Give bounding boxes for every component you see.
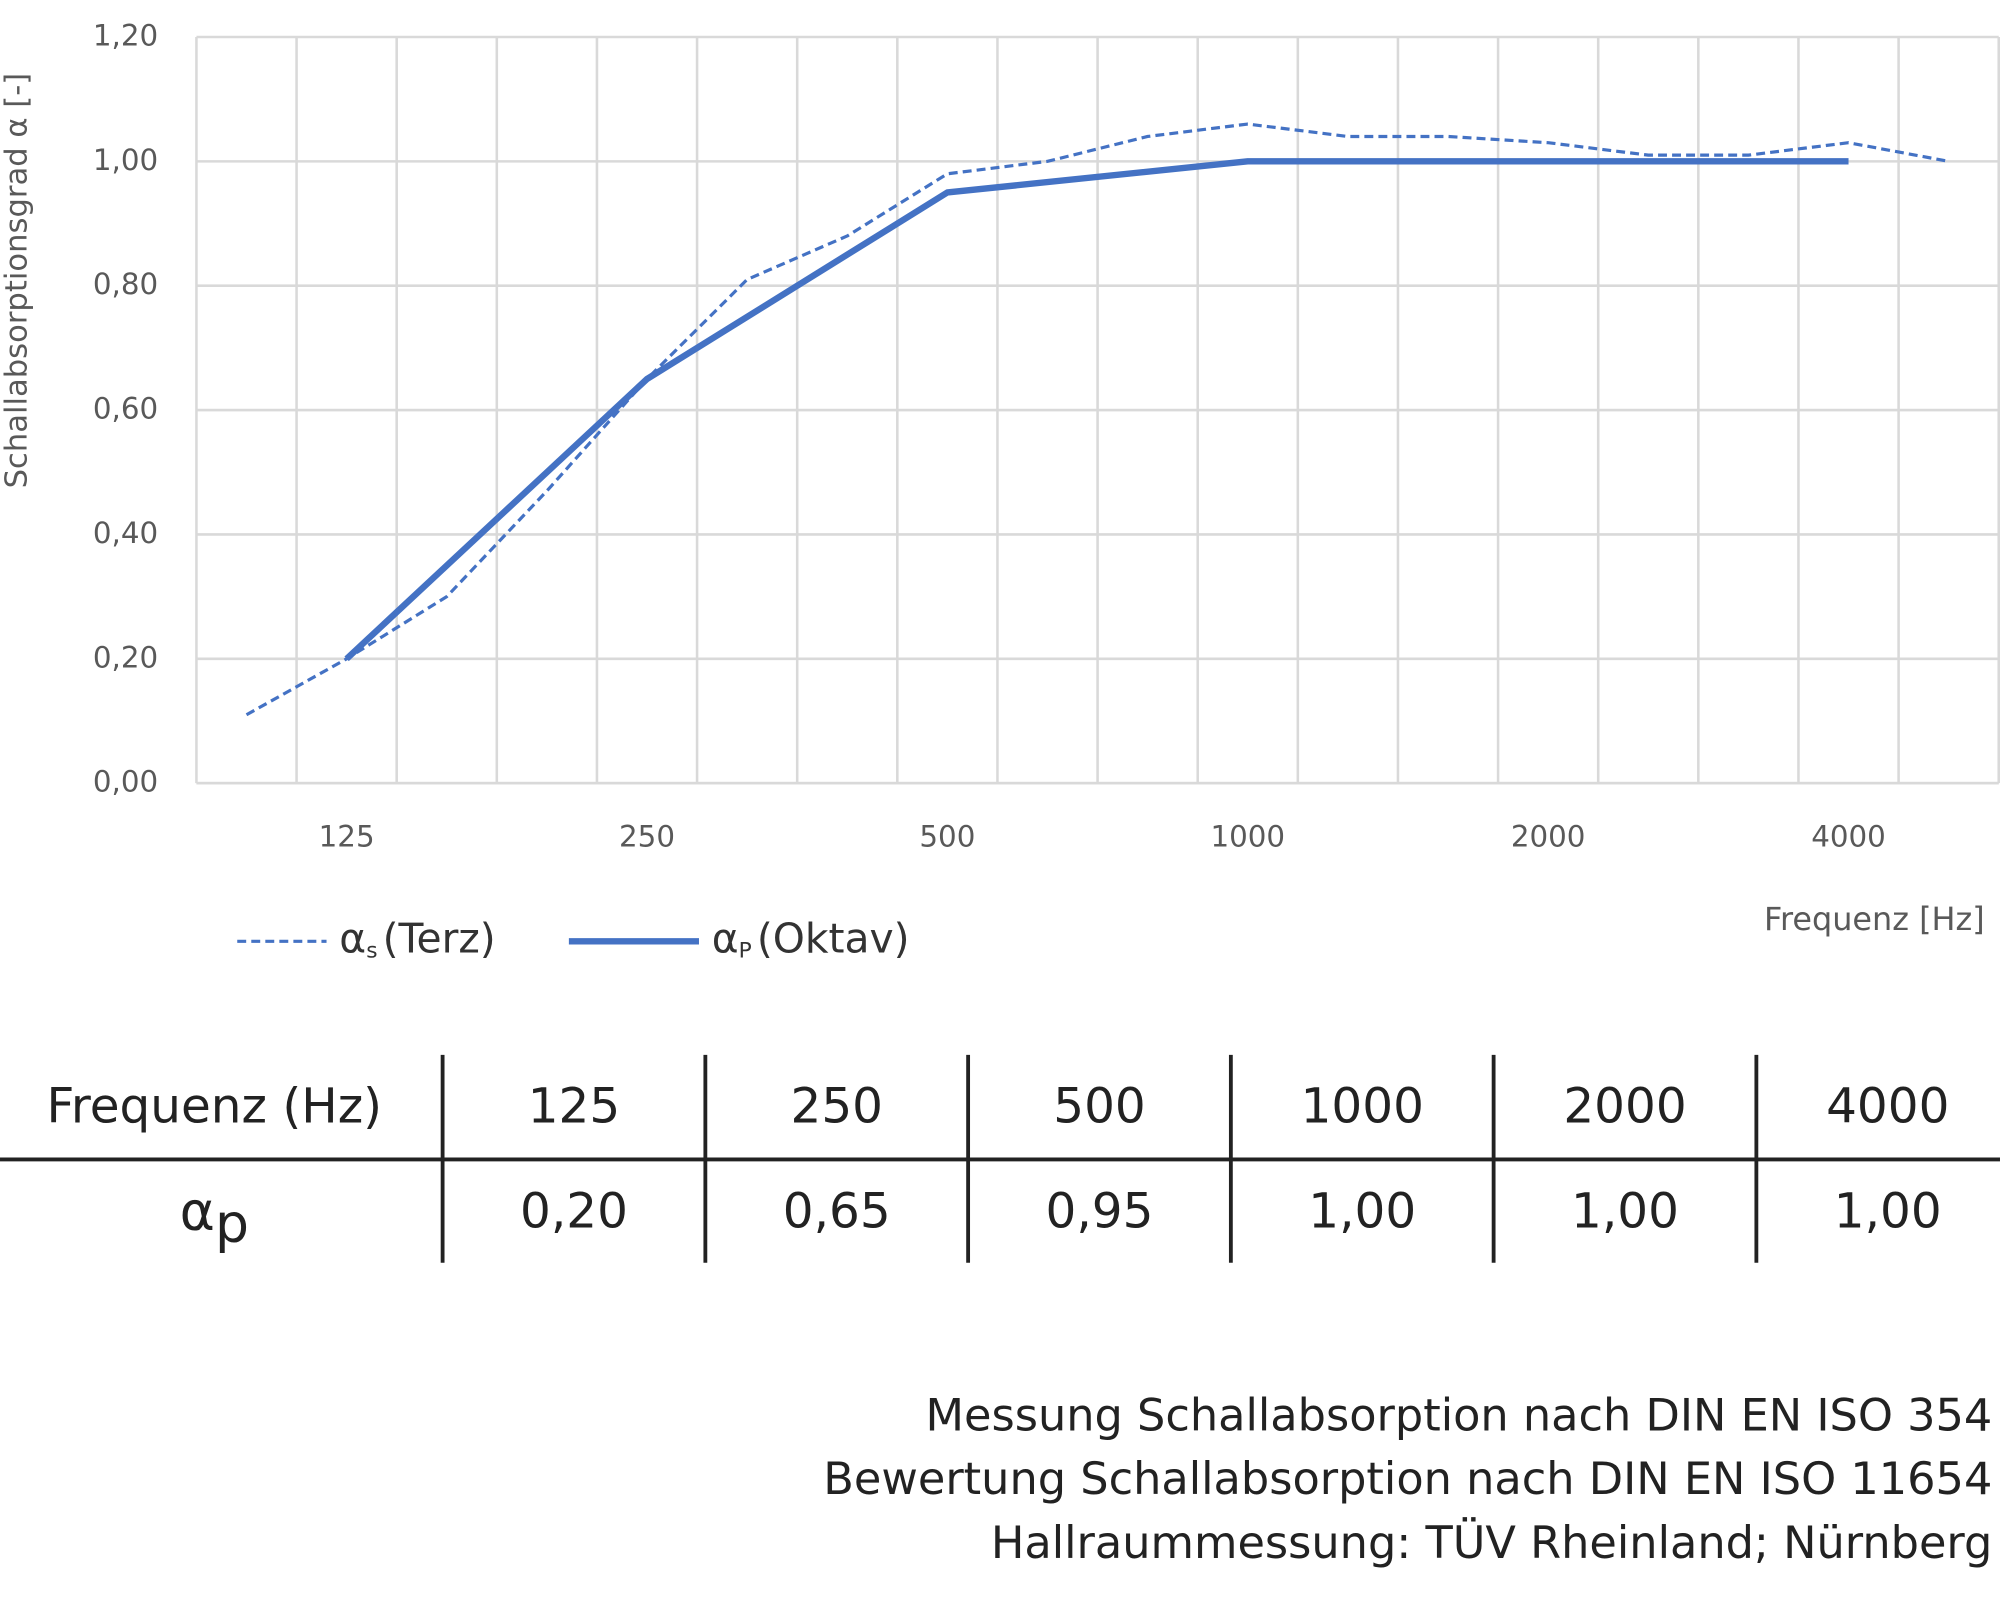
x-tick-label: 250 [619, 820, 675, 854]
y-tick-label: 0,40 [93, 516, 158, 550]
legend-name: (Terz) [383, 914, 496, 962]
legend-label: αP (Oktav) [712, 914, 910, 963]
y-tick-label: 0,00 [93, 765, 158, 799]
y-tick-label: 1,20 [93, 18, 158, 52]
x-tick-label: 4000 [1811, 820, 1886, 854]
table-header: Frequenz (Hz) [47, 1079, 383, 1135]
table-header: 1000 [1301, 1079, 1424, 1135]
legend-symbol: α [712, 914, 739, 962]
table-cell: 1,00 [1571, 1183, 1679, 1239]
note: Messung Schallabsorption nach DIN EN ISO… [925, 1389, 1992, 1441]
y-tick-label: 0,60 [93, 392, 158, 426]
table-cell: 0,65 [783, 1183, 891, 1239]
y-axis-label: Schallabsorptionsgrad α [-] [0, 73, 34, 489]
series-line [245, 122, 1949, 717]
legend-subscript: s [366, 939, 377, 964]
x-tick-label: 125 [319, 820, 375, 854]
x-tick-label: 2000 [1511, 820, 1586, 854]
table-row-label: αp [180, 1179, 249, 1255]
table-cell: 1,00 [1308, 1183, 1416, 1239]
table-header: 2000 [1563, 1079, 1686, 1135]
note: Hallraummessung: TÜV Rheinland; Nürnberg [991, 1517, 1992, 1569]
row-subscript: p [215, 1192, 249, 1255]
y-tick-label: 1,00 [93, 143, 158, 177]
x-axis-label: Frequenz [Hz] [1764, 900, 1985, 938]
note: Bewertung Schallabsorption nach DIN EN I… [823, 1453, 1992, 1505]
series-line [344, 158, 1849, 662]
table-header: 250 [790, 1079, 882, 1135]
table-cell: 0,95 [1046, 1183, 1154, 1239]
table-cell: 1,00 [1834, 1183, 1942, 1239]
table-header: 125 [528, 1079, 620, 1135]
table-header: 500 [1053, 1079, 1145, 1135]
legend-symbol: α [339, 914, 366, 962]
legend-name: (Oktav) [757, 914, 910, 962]
legend-label: αs (Terz) [339, 914, 495, 963]
x-tick-label: 1000 [1210, 820, 1285, 854]
table-header: 4000 [1826, 1079, 1949, 1135]
row-symbol: α [180, 1179, 215, 1242]
y-tick-label: 0,80 [93, 267, 158, 301]
y-tick-label: 0,20 [93, 640, 158, 674]
legend-subscript: P [739, 939, 752, 964]
table-cell: 0,20 [520, 1183, 628, 1239]
x-tick-label: 500 [919, 820, 975, 854]
